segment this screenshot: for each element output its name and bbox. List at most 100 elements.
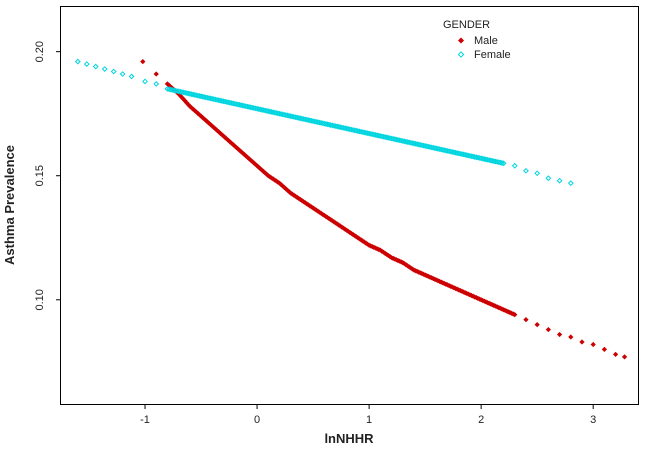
data-point	[354, 128, 361, 134]
data-point	[332, 123, 339, 130]
data-point	[523, 167, 529, 174]
data-point	[202, 94, 209, 101]
data-points	[74, 58, 628, 360]
data-point	[254, 105, 260, 112]
data-point	[238, 102, 244, 109]
data-point	[194, 92, 201, 99]
data-point	[313, 118, 320, 125]
data-point	[428, 144, 435, 151]
data-point	[268, 109, 275, 115]
data-point	[567, 180, 574, 187]
legend-marker-male	[457, 37, 465, 44]
data-point	[512, 312, 518, 318]
data-point	[449, 149, 456, 155]
data-point	[388, 135, 395, 142]
data-point	[523, 317, 529, 323]
data-point	[250, 105, 257, 111]
data-point	[278, 111, 284, 117]
data-point	[441, 147, 448, 154]
data-point	[185, 90, 192, 97]
data-point	[499, 160, 505, 166]
data-point	[215, 97, 222, 104]
data-point	[338, 124, 345, 131]
data-point	[305, 117, 312, 123]
data-point	[329, 122, 336, 129]
data-point	[319, 120, 326, 127]
data-point	[403, 138, 409, 145]
data-point	[497, 159, 504, 166]
data-point	[178, 89, 185, 95]
data-point	[396, 137, 403, 144]
data-point	[186, 90, 193, 97]
data-point	[412, 140, 419, 147]
data-point	[407, 139, 414, 146]
data-point	[142, 78, 148, 85]
data-point	[483, 156, 489, 163]
data-point	[180, 89, 187, 96]
data-point	[454, 150, 461, 156]
data-point	[534, 321, 540, 328]
data-point	[166, 86, 172, 93]
data-point	[167, 86, 174, 93]
data-point	[495, 159, 502, 166]
data-point	[263, 107, 270, 114]
data-point	[346, 126, 353, 133]
data-point	[218, 98, 225, 104]
data-point	[601, 346, 608, 353]
data-point	[324, 121, 331, 128]
data-point	[415, 141, 422, 148]
data-point	[311, 118, 318, 125]
data-point	[170, 87, 177, 94]
data-point	[484, 156, 491, 163]
legend-marker-female	[457, 51, 465, 58]
data-point	[242, 103, 249, 110]
data-point	[374, 132, 381, 139]
data-point	[401, 138, 408, 145]
data-point	[281, 111, 288, 118]
data-point	[462, 151, 469, 158]
data-point	[422, 143, 429, 149]
data-point	[383, 134, 390, 141]
y-tick-label: 0.20	[34, 41, 46, 62]
data-point	[302, 116, 308, 123]
y-tick-label: 0.10	[34, 289, 46, 310]
data-point	[287, 113, 294, 120]
data-point	[318, 120, 324, 126]
data-point	[241, 102, 248, 109]
data-point	[359, 129, 366, 136]
data-point	[175, 88, 182, 95]
data-point	[387, 135, 393, 142]
data-point	[436, 146, 443, 153]
data-point	[199, 93, 206, 100]
data-point	[500, 160, 507, 167]
data-point	[244, 103, 251, 110]
data-point	[257, 106, 264, 113]
data-point	[110, 68, 117, 75]
data-point	[385, 134, 392, 141]
data-point	[398, 137, 405, 144]
data-point	[439, 146, 446, 153]
data-point	[260, 107, 267, 114]
data-point	[433, 145, 440, 152]
data-point	[183, 90, 190, 97]
data-point	[481, 156, 488, 162]
data-point	[316, 119, 323, 126]
data-point	[279, 111, 286, 118]
data-point	[271, 109, 278, 116]
data-point	[220, 98, 227, 105]
data-point	[351, 127, 358, 134]
data-point	[465, 152, 472, 159]
data-point	[335, 123, 342, 130]
data-point	[234, 101, 241, 108]
data-point	[230, 100, 236, 107]
data-point	[487, 157, 494, 164]
data-point	[262, 107, 268, 114]
data-point	[153, 71, 159, 77]
data-point	[274, 110, 281, 117]
data-point	[361, 129, 368, 136]
data-point	[207, 95, 214, 102]
data-point	[182, 89, 188, 96]
data-point	[362, 129, 369, 136]
data-point	[468, 153, 475, 160]
x-tick-label: 1	[366, 414, 372, 426]
